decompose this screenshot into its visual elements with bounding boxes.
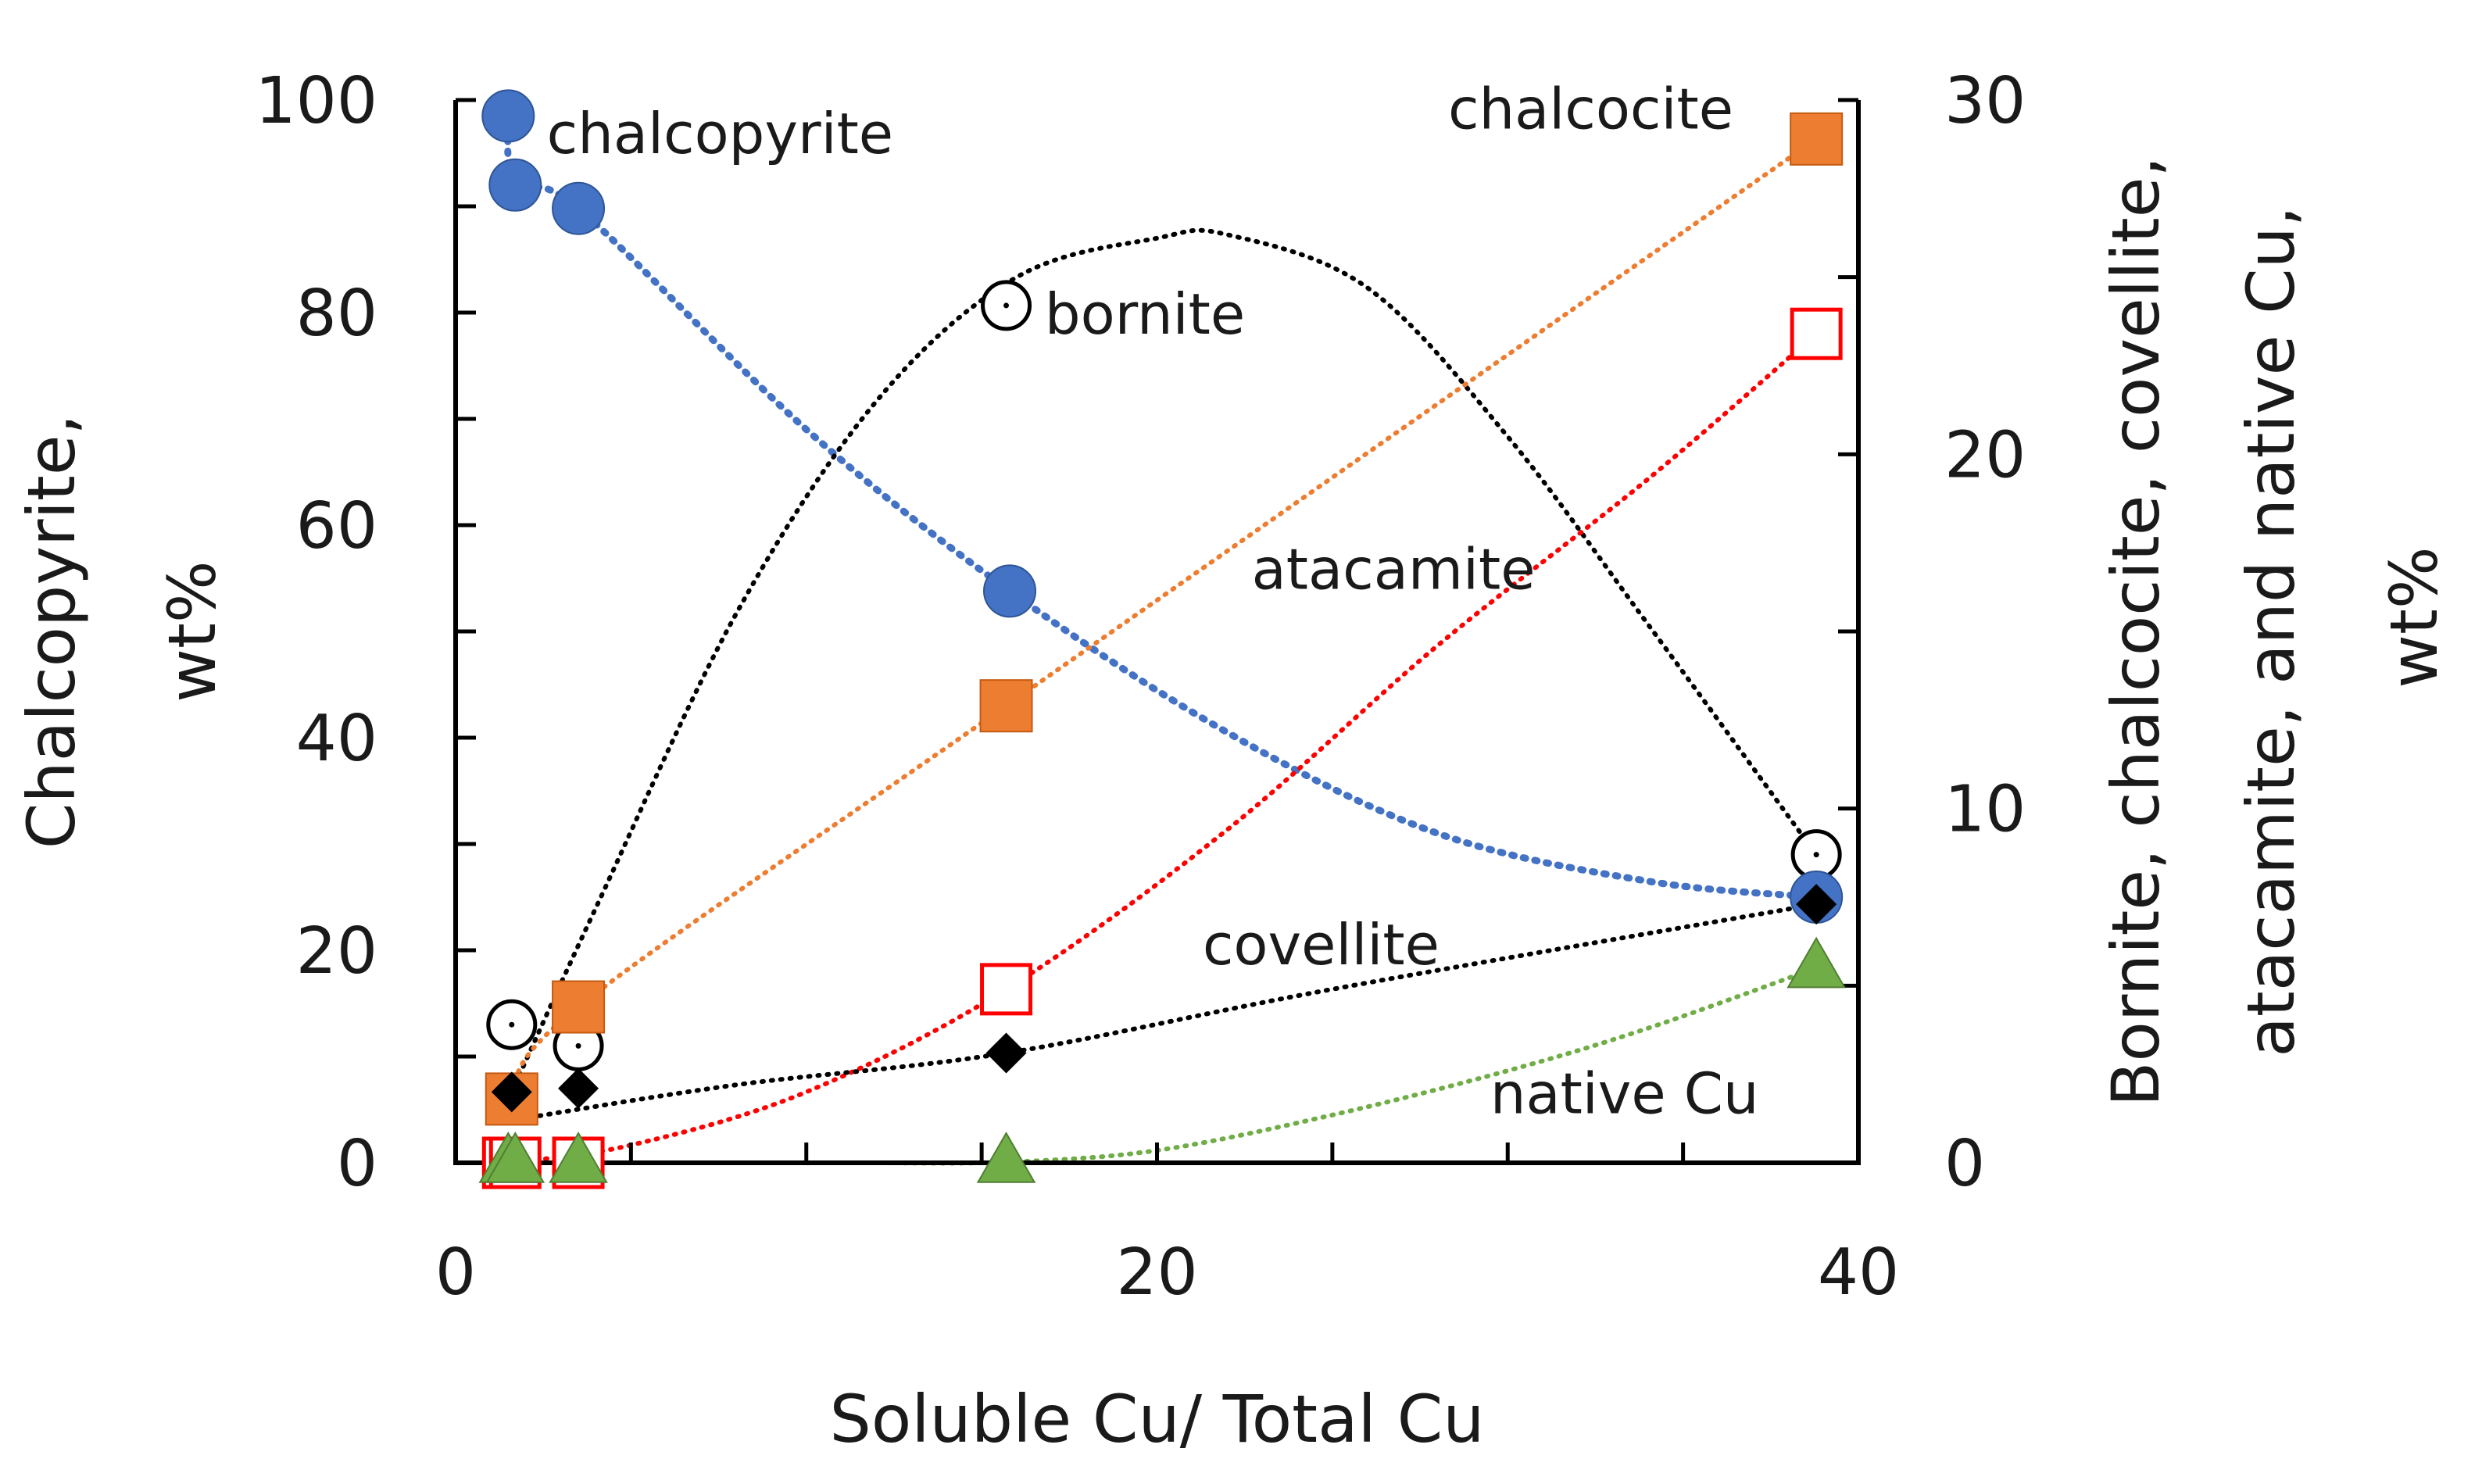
annotation-chalcocite: chalcocite (1448, 76, 1733, 141)
marker-chalcopyrite (481, 89, 535, 143)
right-tick-label: 0 (1944, 1127, 1985, 1201)
marker-dot (509, 1021, 515, 1028)
marker-native-cu (976, 1131, 1036, 1183)
trend-line-bornite (509, 227, 1819, 1095)
marker-chalcopyrite (983, 564, 1037, 618)
right-tick-label: 20 (1944, 418, 2026, 492)
trend-line-chalcopyrite (504, 112, 1820, 901)
marker-bornite (981, 280, 1032, 331)
left-tick-label: 20 (296, 914, 377, 989)
marker-native-cu (485, 1131, 545, 1183)
annotation-native-cu: native Cu (1490, 1061, 1759, 1127)
x-tick-label: 0 (435, 1235, 476, 1310)
annotation-chalcopyrite: chalcopyrite (547, 101, 893, 166)
trend-line-chalcocite (509, 136, 1819, 1102)
marker-dot (1813, 852, 1819, 858)
trend-line-native-cu (874, 965, 1819, 1166)
marker-chalcopyrite (488, 158, 542, 212)
right-axis-title-line: wt% (2376, 546, 2452, 688)
marker-covellite (985, 1032, 1027, 1074)
left-tick-label: 100 (255, 64, 377, 138)
marker-dot (575, 1042, 581, 1049)
labels: 0 20 40 0 20 40 60 80 100 0 10 20 30 Soluble Cu/ Tota… (13, 64, 2452, 1457)
left-tick-label: 40 (296, 702, 377, 776)
marker-dot (1003, 302, 1010, 309)
left-tick-label: 80 (296, 277, 377, 351)
right-tick-label: 30 (1944, 64, 2026, 138)
left-axis-title-line: Chalcopyrite, (13, 414, 90, 849)
right-tick-label: 10 (1944, 773, 2026, 847)
annotation-atacamite: atacamite (1252, 537, 1536, 603)
right-axis-title-line: atacamite, and native Cu, (2233, 206, 2309, 1057)
marker-atacamite (1790, 307, 1843, 360)
trend-line-atacamite (506, 331, 1819, 1165)
left-tick-label: 0 (337, 1127, 377, 1201)
marker-chalcocite (552, 980, 606, 1034)
marker-covellite (491, 1071, 532, 1113)
x-tick-label: 20 (1116, 1235, 1197, 1310)
marker-chalcocite (1790, 112, 1844, 166)
x-axis-title: Soluble Cu/ Total Cu (830, 1381, 1485, 1457)
right-axis-title-line: Bornite, chalcocite, covellite, (2098, 156, 2174, 1107)
trend-line-covellite (509, 902, 1819, 1123)
marker-chalcocite (979, 679, 1033, 733)
x-tick-label: 40 (1818, 1235, 1899, 1310)
axes (453, 98, 1861, 1165)
marker-chalcopyrite (552, 181, 606, 235)
marker-covellite (558, 1067, 599, 1109)
left-tick-label: 60 (296, 489, 377, 563)
trend-lines (504, 112, 1820, 1166)
marker-native-cu (1787, 936, 1846, 989)
marker-bornite (486, 999, 538, 1050)
data-markers (478, 89, 1846, 1189)
marker-native-cu (549, 1131, 608, 1183)
annotation-bornite: bornite (1045, 281, 1245, 347)
marker-covellite (1796, 884, 1837, 925)
annotation-covellite: covellite (1203, 912, 1440, 978)
marker-atacamite (980, 963, 1033, 1016)
left-axis-title-line: wt% (154, 560, 231, 702)
